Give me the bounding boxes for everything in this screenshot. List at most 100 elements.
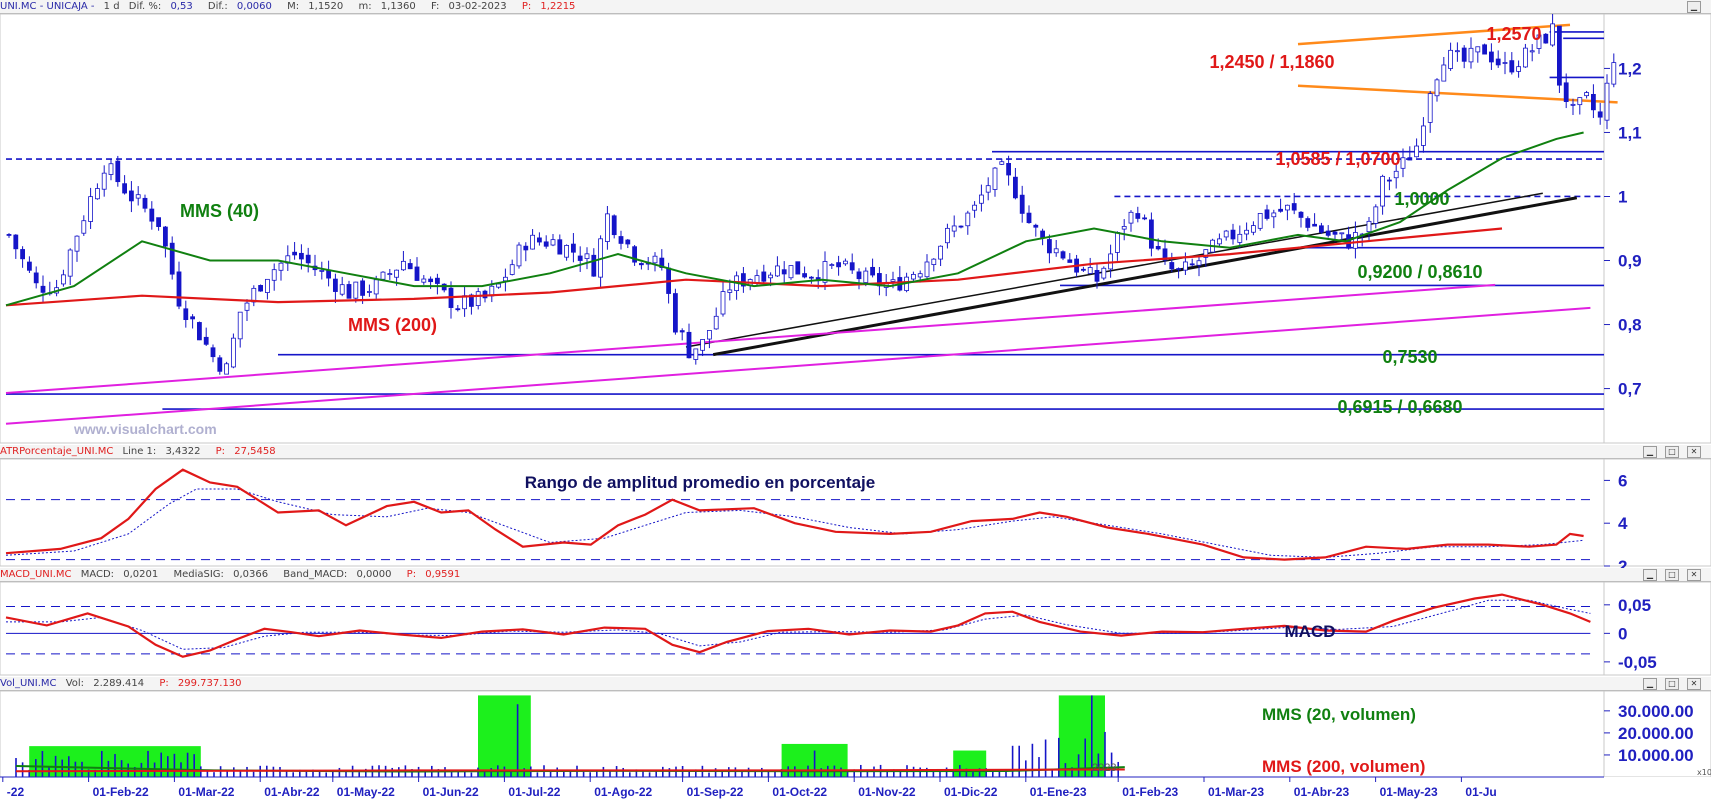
candle-body <box>693 348 699 360</box>
candle-body <box>1455 50 1460 53</box>
macd-window-buttons: ▁ □ ✕ <box>1641 568 1707 581</box>
candle-body <box>795 261 801 275</box>
candle-body <box>244 302 250 311</box>
macd-label: MACD: <box>80 569 115 580</box>
trend-line <box>685 192 1543 348</box>
vol-value: 2.289.414 <box>93 678 145 689</box>
candle-body <box>917 273 923 278</box>
candle-body <box>741 273 746 287</box>
trend-line <box>712 196 1578 357</box>
candle-body <box>1196 260 1202 266</box>
candle-body <box>149 208 155 222</box>
candle-body <box>1482 44 1487 55</box>
candle-body <box>496 283 502 288</box>
macd-tick-label: 0 <box>1618 624 1627 643</box>
candle-body <box>360 280 366 296</box>
price-tick-label: 1,2 <box>1618 59 1642 78</box>
candle-body <box>849 262 855 271</box>
candle-body <box>1087 267 1093 274</box>
volume-tick-label: 10.000.00 <box>1618 746 1694 765</box>
candle-body <box>1529 50 1535 53</box>
macd-sig-value: 0,0366 <box>233 569 269 580</box>
x-axis-tick-label: 01-Ene-23 <box>1030 785 1087 799</box>
year-marker: 2023 <box>1092 762 1116 774</box>
candle-body <box>1278 208 1283 212</box>
candle-body <box>1257 212 1263 229</box>
volume-window-buttons: ▁ □ ✕ <box>1641 677 1707 690</box>
candle-body <box>373 279 379 295</box>
close-icon[interactable]: ✕ <box>1687 446 1701 458</box>
candle-body <box>1577 97 1583 106</box>
candle-body <box>1264 209 1270 219</box>
candle-body <box>326 270 332 279</box>
candle-body <box>863 270 869 283</box>
candle-body <box>537 237 542 243</box>
maximize-icon[interactable]: □ <box>1665 446 1679 458</box>
candle-body <box>1509 60 1515 73</box>
mms200-label: MMS (200) <box>348 315 437 335</box>
macd-signal-line <box>6 599 1591 650</box>
close-icon[interactable]: ✕ <box>1687 678 1701 690</box>
minimize-icon[interactable]: ▁ <box>1687 1 1701 13</box>
candle-body <box>1223 230 1229 238</box>
volume-highlight-block <box>953 750 987 777</box>
candle-body <box>1271 212 1277 218</box>
minimize-icon[interactable]: ▁ <box>1643 446 1657 458</box>
candle-body <box>6 234 12 236</box>
x-axis-tick-label: 01-Abr-22 <box>264 785 320 799</box>
price-tick-label: 1 <box>1618 187 1627 206</box>
candle-body <box>530 234 535 250</box>
x-axis-tick-label: 01-Feb-22 <box>93 785 149 799</box>
candle-body <box>931 258 937 265</box>
x-axis-tick-label: 01-Feb-23 <box>1122 785 1178 799</box>
candle-body <box>1584 92 1589 97</box>
candle-body <box>1013 176 1018 199</box>
candle-body <box>387 273 393 276</box>
volume-tick-label: 30.000.00 <box>1618 702 1694 721</box>
watermark: www.visualchart.com <box>73 421 217 437</box>
macd-tick-label: -0,05 <box>1618 653 1657 672</box>
candle-body <box>1400 157 1406 169</box>
trend-line <box>5 306 1591 425</box>
candle-body <box>1230 229 1236 240</box>
macd-frame <box>0 581 1711 676</box>
price-frame <box>0 13 1711 444</box>
level-label: 0,7530 <box>1382 347 1437 367</box>
candle-body <box>1502 62 1508 64</box>
candle-body <box>421 278 427 283</box>
candle-body <box>1373 206 1379 224</box>
candle-body <box>1604 82 1610 121</box>
candle-body <box>61 274 66 285</box>
maximize-icon[interactable]: □ <box>1665 569 1679 581</box>
close-icon[interactable]: ✕ <box>1687 569 1701 581</box>
main-panel-header: UNI.MC - UNICAJA - 1 d Dif. %: 0,53 Dif.… <box>0 0 1711 14</box>
main-price-panel: 0,7 0,8 0,9 1 1,1 1,2 www.visualchart.com 1,257… <box>0 13 1711 444</box>
candle-body <box>550 239 556 246</box>
candle-body <box>707 330 712 340</box>
candle-body <box>332 278 338 292</box>
candle-body <box>938 245 943 260</box>
atr-panel: 2 4 6 Rango de amplitud promedio en porcent… <box>0 458 1711 576</box>
x-axis-tick-label: 01-Mar-23 <box>1208 785 1264 799</box>
candle-body <box>468 294 474 307</box>
candle-body <box>183 308 189 320</box>
candle-body <box>455 308 461 311</box>
atr-name: ATRPorcentaje_UNI.MC <box>0 446 114 457</box>
macd-tick-label: 0,05 <box>1618 596 1651 615</box>
volume-mms20-label: MMS (20, volumen) <box>1262 705 1416 724</box>
minimize-icon[interactable]: ▁ <box>1643 569 1657 581</box>
candle-body <box>1434 79 1440 97</box>
candle-body <box>1475 46 1481 53</box>
atr-line-value: 3,4322 <box>165 446 201 457</box>
candle-body <box>965 212 971 227</box>
maximize-icon[interactable]: □ <box>1665 678 1679 690</box>
candle-body <box>217 357 223 372</box>
vol-name: Vol_UNI.MC <box>0 678 57 689</box>
candle-body <box>788 265 794 279</box>
candle-body <box>557 239 563 255</box>
candle-body <box>890 279 896 282</box>
candle-body <box>727 289 733 293</box>
minimize-icon[interactable]: ▁ <box>1643 678 1657 690</box>
candle-body <box>40 285 46 293</box>
candle-body <box>639 263 644 266</box>
